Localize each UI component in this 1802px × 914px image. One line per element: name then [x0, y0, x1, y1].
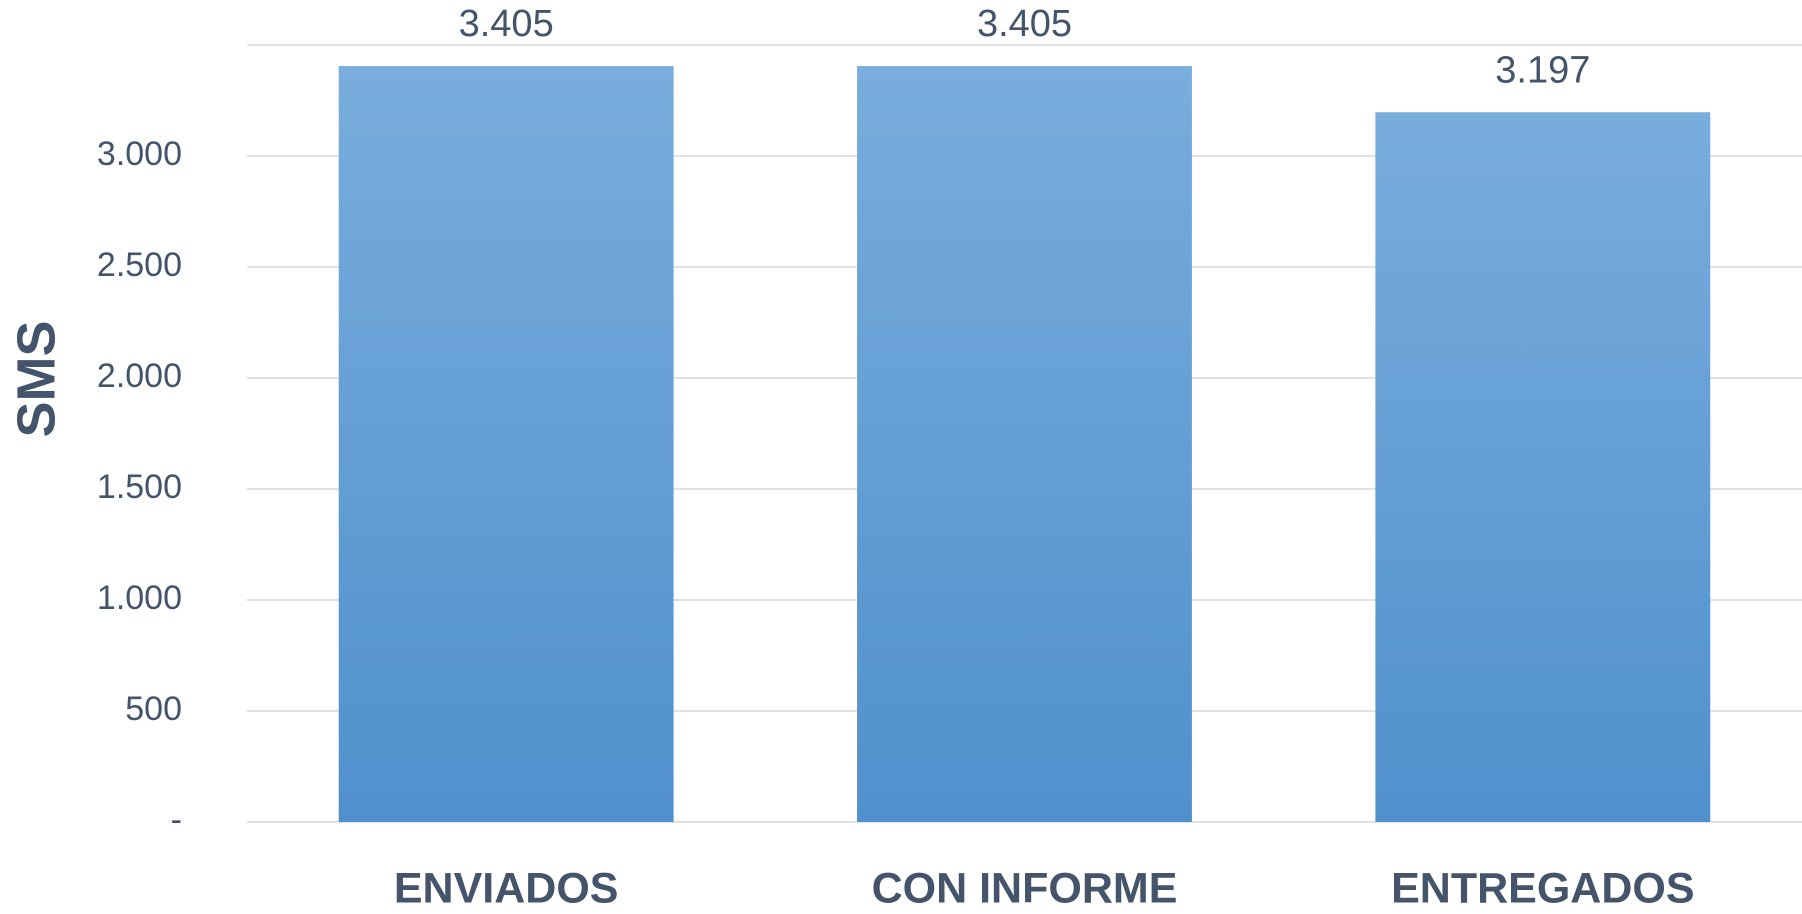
- y-tick-label: 1.000: [97, 579, 182, 617]
- y-tick-label: 500: [125, 690, 182, 728]
- data-label: 3.405: [977, 3, 1072, 45]
- bar-shade: [1375, 112, 1711, 823]
- bar-shade: [338, 66, 674, 823]
- bar-shade: [857, 66, 1192, 823]
- x-tick-label: ENTREGADOS: [1391, 864, 1694, 912]
- y-tick-label: 1.500: [97, 468, 182, 506]
- y-tick-label: 2.000: [97, 357, 182, 395]
- y-tick-label: -: [171, 801, 182, 839]
- data-label: 3.405: [459, 3, 554, 45]
- data-label: 3.197: [1495, 49, 1590, 91]
- y-axis-title: SMS: [6, 320, 66, 437]
- y-tick-label: 3.000: [97, 135, 182, 173]
- x-tick-label: ENVIADOS: [394, 864, 619, 912]
- y-tick-label: 2.500: [97, 246, 182, 284]
- x-tick-label: CON INFORME: [872, 864, 1178, 912]
